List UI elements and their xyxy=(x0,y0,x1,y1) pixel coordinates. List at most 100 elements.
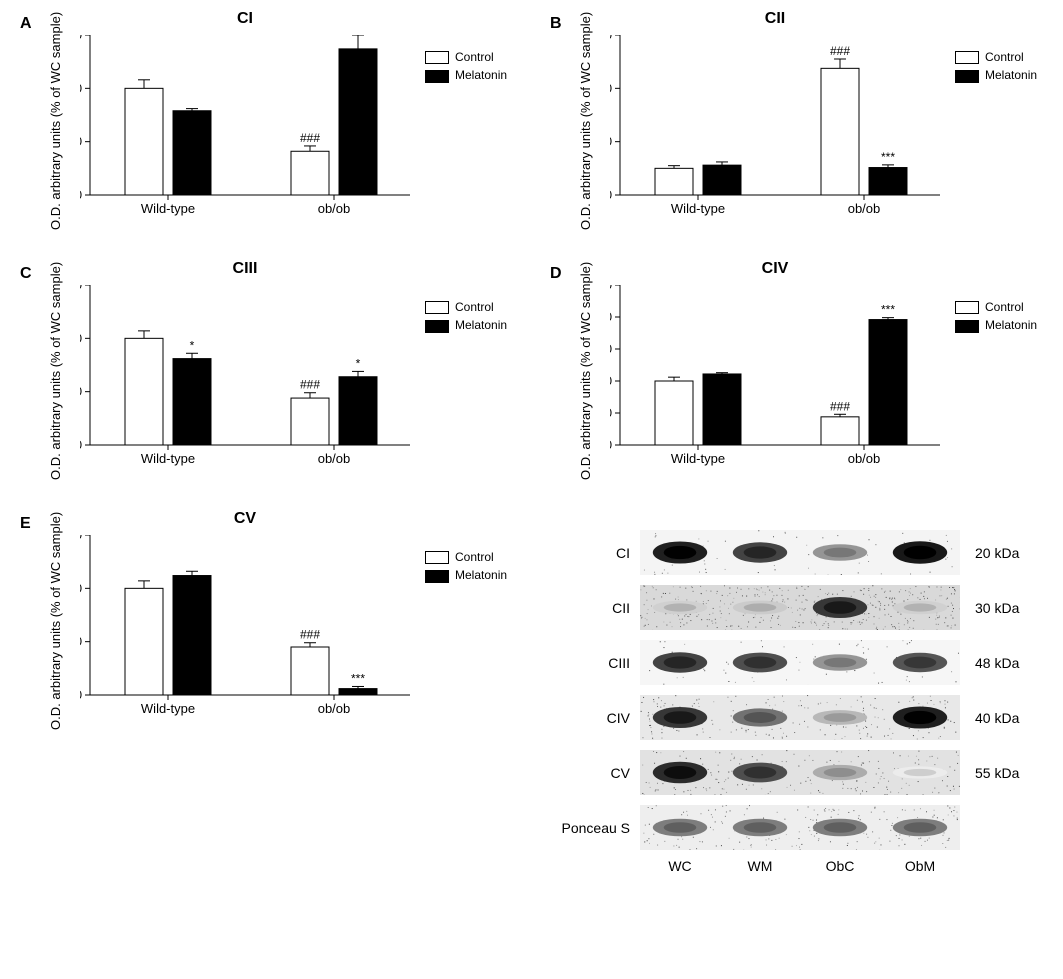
svg-text:250: 250 xyxy=(610,285,612,292)
panel-letter: A xyxy=(20,15,32,33)
blot-row xyxy=(640,585,960,630)
svg-text:ob/ob: ob/ob xyxy=(318,451,351,466)
svg-text:Wild-type: Wild-type xyxy=(141,201,195,216)
svg-text:100: 100 xyxy=(610,374,612,388)
blot-row-label: CIV xyxy=(550,710,630,726)
chart-svg: 0200400600Wild-typeob/ob###*** xyxy=(610,35,1010,265)
blot-row xyxy=(640,695,960,740)
svg-text:0: 0 xyxy=(80,438,82,452)
bar xyxy=(869,320,907,445)
svg-text:ob/ob: ob/ob xyxy=(848,451,881,466)
svg-text:100: 100 xyxy=(80,581,82,595)
svg-text:200: 200 xyxy=(610,310,612,324)
bar xyxy=(655,381,693,445)
bar xyxy=(821,417,859,445)
blot-row-label: Ponceau S xyxy=(550,820,630,836)
svg-text:150: 150 xyxy=(80,535,82,542)
svg-text:ob/ob: ob/ob xyxy=(848,201,881,216)
panel-A: A CI O.D. arbitrary units (% of WC sample)… xyxy=(20,10,520,260)
svg-text:Wild-type: Wild-type xyxy=(141,701,195,716)
bar xyxy=(869,168,907,195)
svg-text:###: ### xyxy=(300,628,320,642)
svg-text:###: ### xyxy=(300,378,320,392)
bar xyxy=(125,588,163,695)
svg-text:50: 50 xyxy=(80,635,82,649)
y-axis-label: O.D. arbitrary units (% of WC sample) xyxy=(578,12,593,230)
panel-title: CIII xyxy=(80,260,410,278)
blot-size-label: 30 kDa xyxy=(975,600,1019,616)
svg-text:600: 600 xyxy=(610,35,612,42)
blot-size-label: 48 kDa xyxy=(975,655,1019,671)
svg-text:0: 0 xyxy=(610,438,612,452)
blot-size-label: 20 kDa xyxy=(975,545,1019,561)
panel-title: CIV xyxy=(610,260,940,278)
svg-text:###: ### xyxy=(300,131,320,145)
bar xyxy=(173,111,211,195)
blot-row-label: CV xyxy=(550,765,630,781)
chart-svg: 0 50 100 150 200 250 Wild-type ob/ob ### *** xyxy=(610,285,1010,515)
svg-text:50: 50 xyxy=(80,385,82,399)
svg-text:0: 0 xyxy=(80,688,82,702)
svg-text:150: 150 xyxy=(80,285,82,292)
bar xyxy=(821,68,859,195)
figure: A CI O.D. arbitrary units (% of WC sample)… xyxy=(0,0,1063,979)
svg-text:ob/ob: ob/ob xyxy=(318,201,351,216)
bar xyxy=(173,359,211,445)
panel-C: CCIIIO.D. arbitrary units (% of WC sampl… xyxy=(20,260,520,510)
svg-text:100: 100 xyxy=(80,331,82,345)
blot-lane-label: WC xyxy=(640,858,720,874)
y-axis-label: O.D. arbitrary units (% of WC sample) xyxy=(48,512,63,730)
blot-lane-label: WM xyxy=(720,858,800,874)
svg-text:***: *** xyxy=(351,671,365,685)
y-axis-label: O.D. arbitrary units (% of WC sample) xyxy=(48,12,63,230)
svg-text:400: 400 xyxy=(610,81,612,95)
blot-size-label: 40 kDa xyxy=(975,710,1019,726)
blot-row xyxy=(640,805,960,850)
panel-E: ECVO.D. arbitrary units (% of WC sample)… xyxy=(20,510,520,760)
bar xyxy=(703,374,741,445)
svg-text:150: 150 xyxy=(610,342,612,356)
svg-text:Wild-type: Wild-type xyxy=(671,201,725,216)
chart-svg: 0 50 100 150 Wild-type * ob/ob ### * xyxy=(80,285,480,515)
svg-text:50: 50 xyxy=(80,135,82,149)
panel-letter: C xyxy=(20,265,32,283)
blot-row-label: CI xyxy=(550,545,630,561)
svg-text:0: 0 xyxy=(80,188,82,202)
bar xyxy=(291,151,329,195)
blot-row-label: CII xyxy=(550,600,630,616)
chart-svg: 0 50 100 150 Wild-type ob/ob ### *** xyxy=(80,535,480,765)
svg-text:###: ### xyxy=(830,399,850,413)
bar xyxy=(339,689,377,695)
bar xyxy=(173,576,211,695)
svg-text:*: * xyxy=(356,356,361,370)
blot-row xyxy=(640,640,960,685)
svg-text:***: *** xyxy=(881,303,895,317)
panel-letter: B xyxy=(550,15,562,33)
panel-title: CI xyxy=(80,10,410,28)
bar xyxy=(655,168,693,195)
bar xyxy=(125,88,163,195)
svg-text:***: *** xyxy=(881,150,895,164)
panel-B: BCIIO.D. arbitrary units (% of WC sample… xyxy=(550,10,1050,260)
blot-lane-label: ObM xyxy=(880,858,960,874)
svg-text:100: 100 xyxy=(80,81,82,95)
svg-text:50: 50 xyxy=(610,406,612,420)
blot-size-label: 55 kDa xyxy=(975,765,1019,781)
bar xyxy=(291,647,329,695)
chart-svg: 050100150Wild-typeob/ob###*** xyxy=(80,35,480,265)
blot-row xyxy=(640,530,960,575)
bar xyxy=(291,398,329,445)
svg-text:Wild-type: Wild-type xyxy=(141,451,195,466)
svg-text:Wild-type: Wild-type xyxy=(671,451,725,466)
svg-text:150: 150 xyxy=(80,35,82,42)
blot-row-label: CIII xyxy=(550,655,630,671)
svg-text:200: 200 xyxy=(610,135,612,149)
y-axis-label: O.D. arbitrary units (% of WC sample) xyxy=(578,262,593,480)
panel-D: DCIVO.D. arbitrary units (% of WC sample… xyxy=(550,260,1050,510)
svg-text:0: 0 xyxy=(610,188,612,202)
blot-lane-label: ObC xyxy=(800,858,880,874)
bar xyxy=(339,49,377,195)
svg-text:*: * xyxy=(190,338,195,352)
svg-text:ob/ob: ob/ob xyxy=(318,701,351,716)
bar xyxy=(125,338,163,445)
